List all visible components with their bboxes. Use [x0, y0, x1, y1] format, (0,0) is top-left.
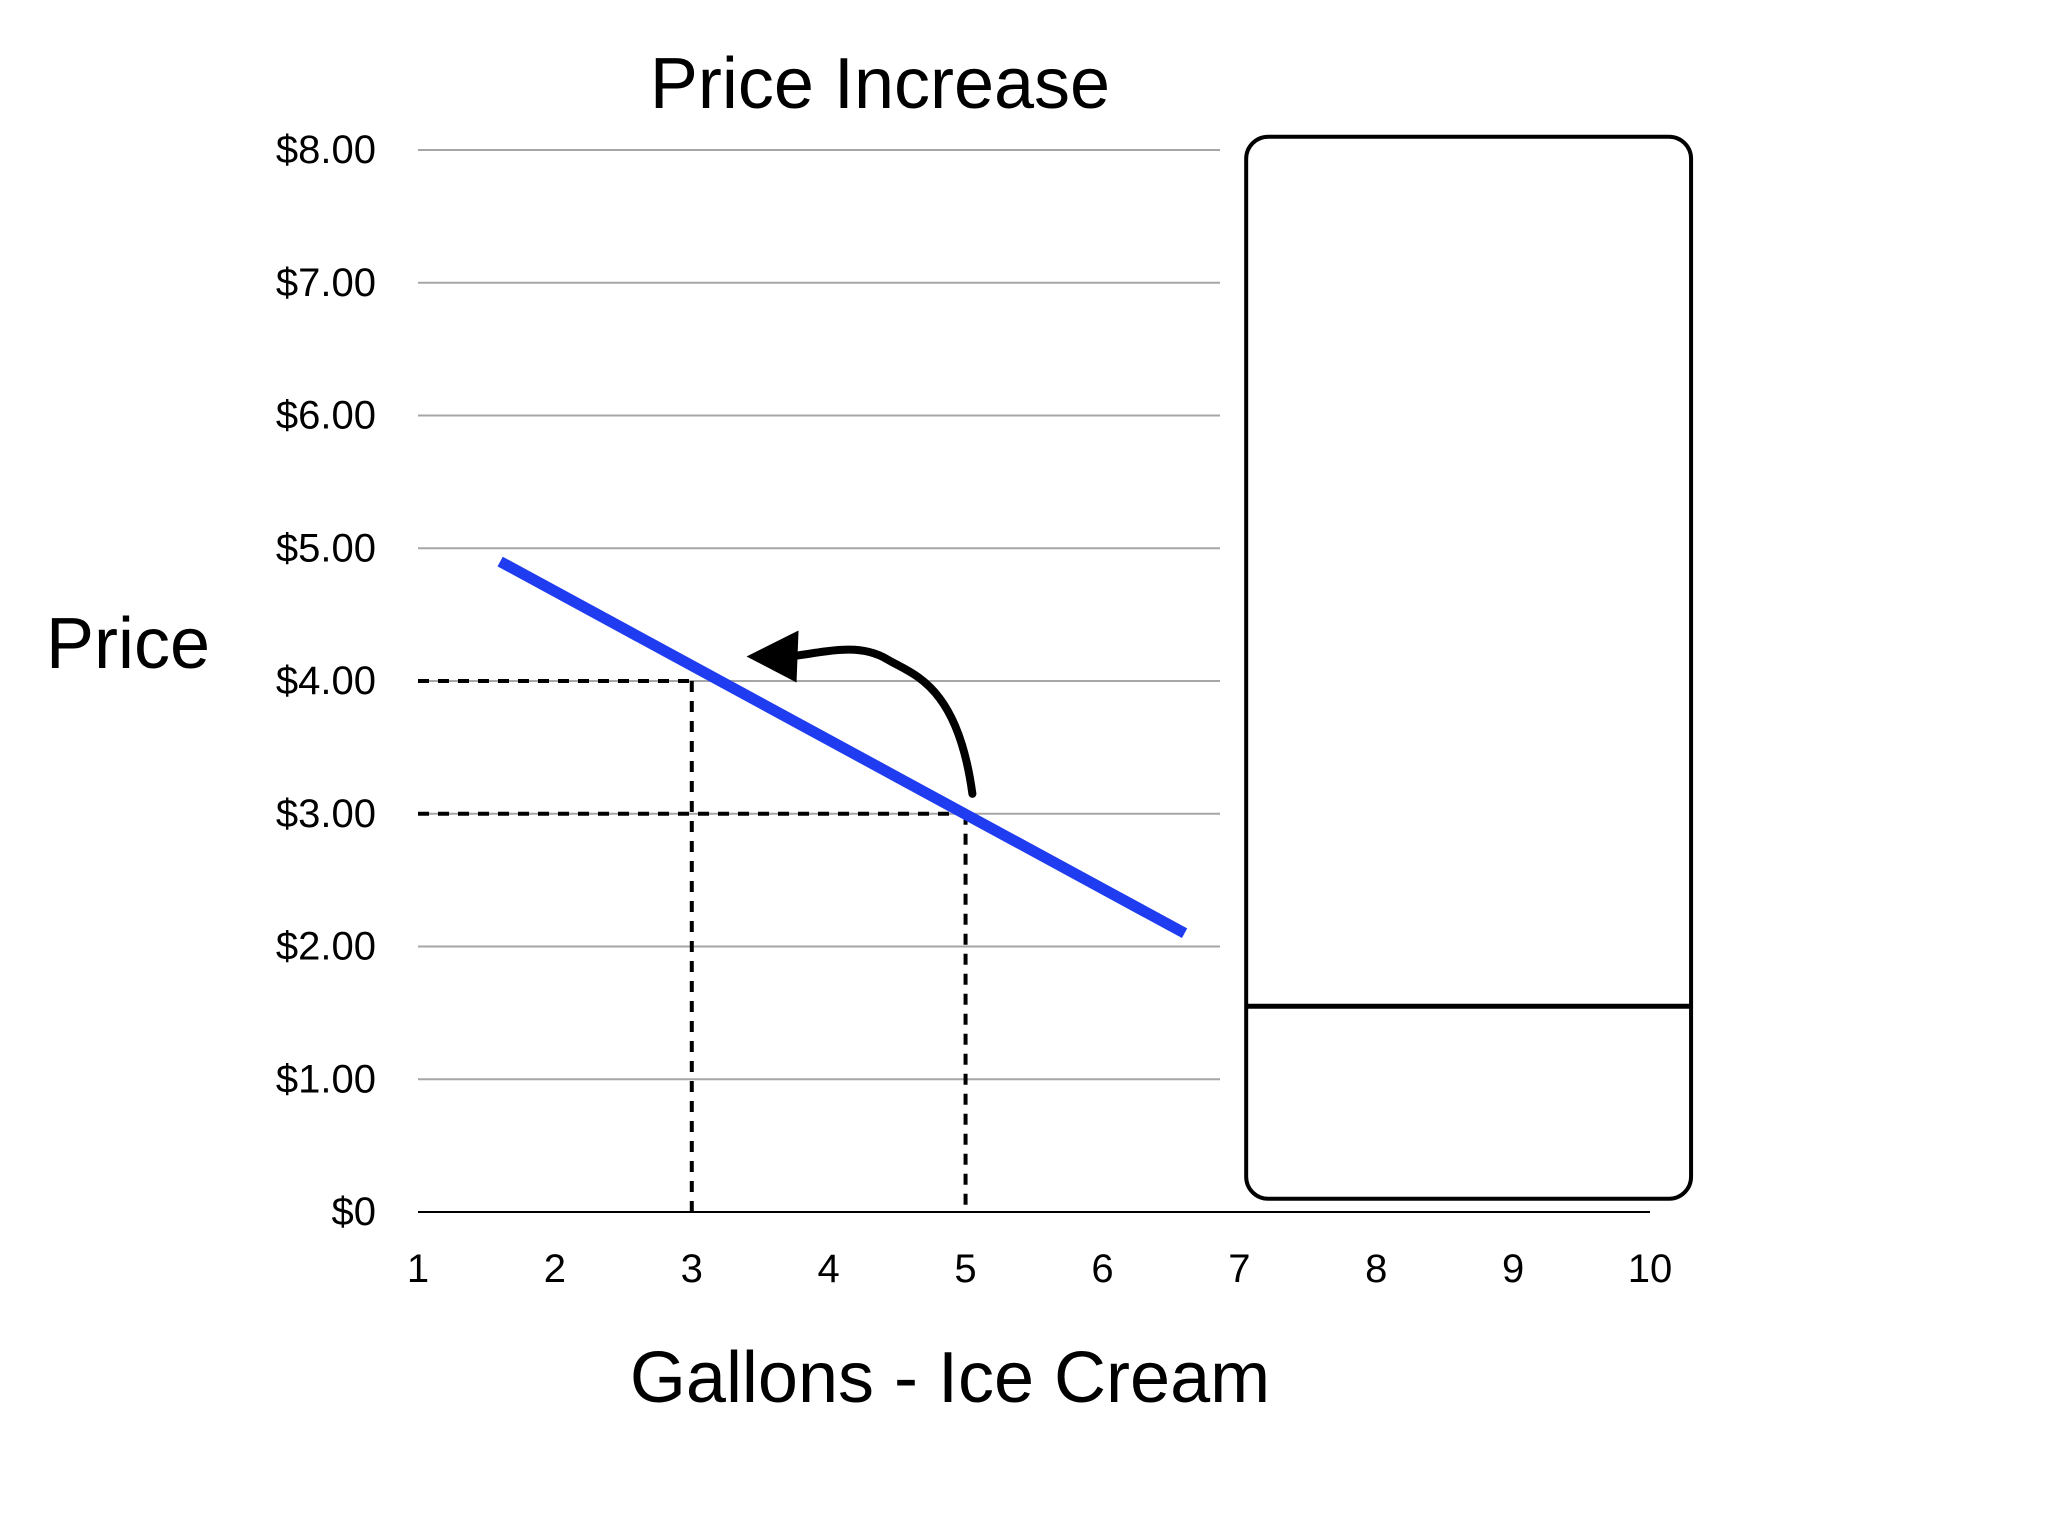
y-tick-label: $8.00	[276, 128, 376, 172]
y-tick-label: $6.00	[276, 394, 376, 438]
x-tick-label: 9	[1502, 1247, 1524, 1291]
y-axis-label: Price	[46, 604, 210, 684]
x-tick-label: 10	[1628, 1247, 1673, 1291]
reference-lines	[418, 679, 968, 1212]
x-tick-label: 2	[544, 1247, 566, 1291]
series-layer	[497, 556, 1188, 939]
annotation-arrow	[746, 630, 977, 798]
x-tick-label: 4	[818, 1247, 840, 1291]
x-tick-label: 8	[1365, 1247, 1387, 1291]
arrow-head	[746, 630, 799, 683]
answer-box	[1244, 134, 1694, 1201]
x-axis-label: Gallons - Ice Cream	[630, 1338, 1270, 1418]
y-tick-label: $2.00	[276, 925, 376, 969]
answer-box-frame	[1244, 134, 1694, 1201]
y-tick-label: $4.00	[276, 659, 376, 703]
x-tick-label: 6	[1091, 1247, 1113, 1291]
y-tick-label: $1.00	[276, 1057, 376, 1101]
y-tick-label: $0	[332, 1190, 377, 1234]
y-tick-label: $7.00	[276, 261, 376, 305]
y-tick-label: $5.00	[276, 526, 376, 570]
arrow-curve	[787, 645, 977, 798]
y-tick-label: $3.00	[276, 792, 376, 836]
tick-labels: $0 $1.00 $2.00 $3.00 $4.00 $5.00 $6.00 $7.00 $8.…	[276, 128, 1672, 1291]
gridlines	[418, 149, 1220, 1081]
x-tick-label: 1	[407, 1247, 429, 1291]
x-tick-label: 7	[1228, 1247, 1250, 1291]
demand-line	[497, 556, 1188, 939]
x-tick-label: 5	[954, 1247, 976, 1291]
chart-title: Price Increase	[650, 44, 1110, 124]
x-tick-label: 3	[681, 1247, 703, 1291]
